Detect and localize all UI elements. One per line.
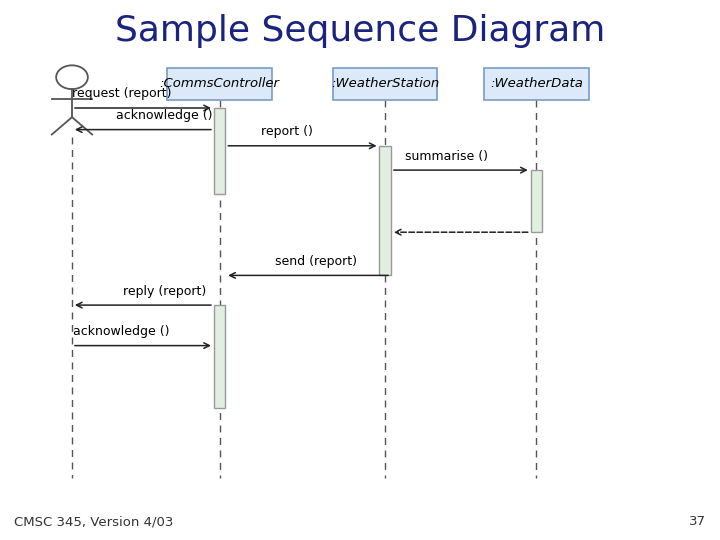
Text: acknowledge (): acknowledge () (73, 325, 170, 338)
Text: :WeatherStation: :WeatherStation (331, 77, 439, 90)
Bar (531, 170, 542, 232)
Text: :CommsController: :CommsController (160, 77, 279, 90)
Bar (484, 68, 589, 100)
Text: :WeatherData: :WeatherData (490, 77, 582, 90)
Text: Sample Sequence Diagram: Sample Sequence Diagram (114, 14, 606, 48)
Text: summarise (): summarise () (405, 150, 488, 163)
Text: send (report): send (report) (276, 255, 357, 268)
Text: request (report): request (report) (72, 87, 171, 100)
Bar (167, 68, 271, 100)
Bar (333, 68, 438, 100)
Bar (214, 305, 225, 408)
Text: reply (report): reply (report) (122, 285, 206, 298)
Bar (379, 146, 391, 275)
Text: acknowledge (): acknowledge () (116, 109, 212, 122)
Text: CMSC 345, Version 4/03: CMSC 345, Version 4/03 (14, 515, 174, 528)
Text: report (): report () (261, 125, 313, 138)
Bar (214, 108, 225, 194)
Text: 37: 37 (688, 515, 706, 528)
